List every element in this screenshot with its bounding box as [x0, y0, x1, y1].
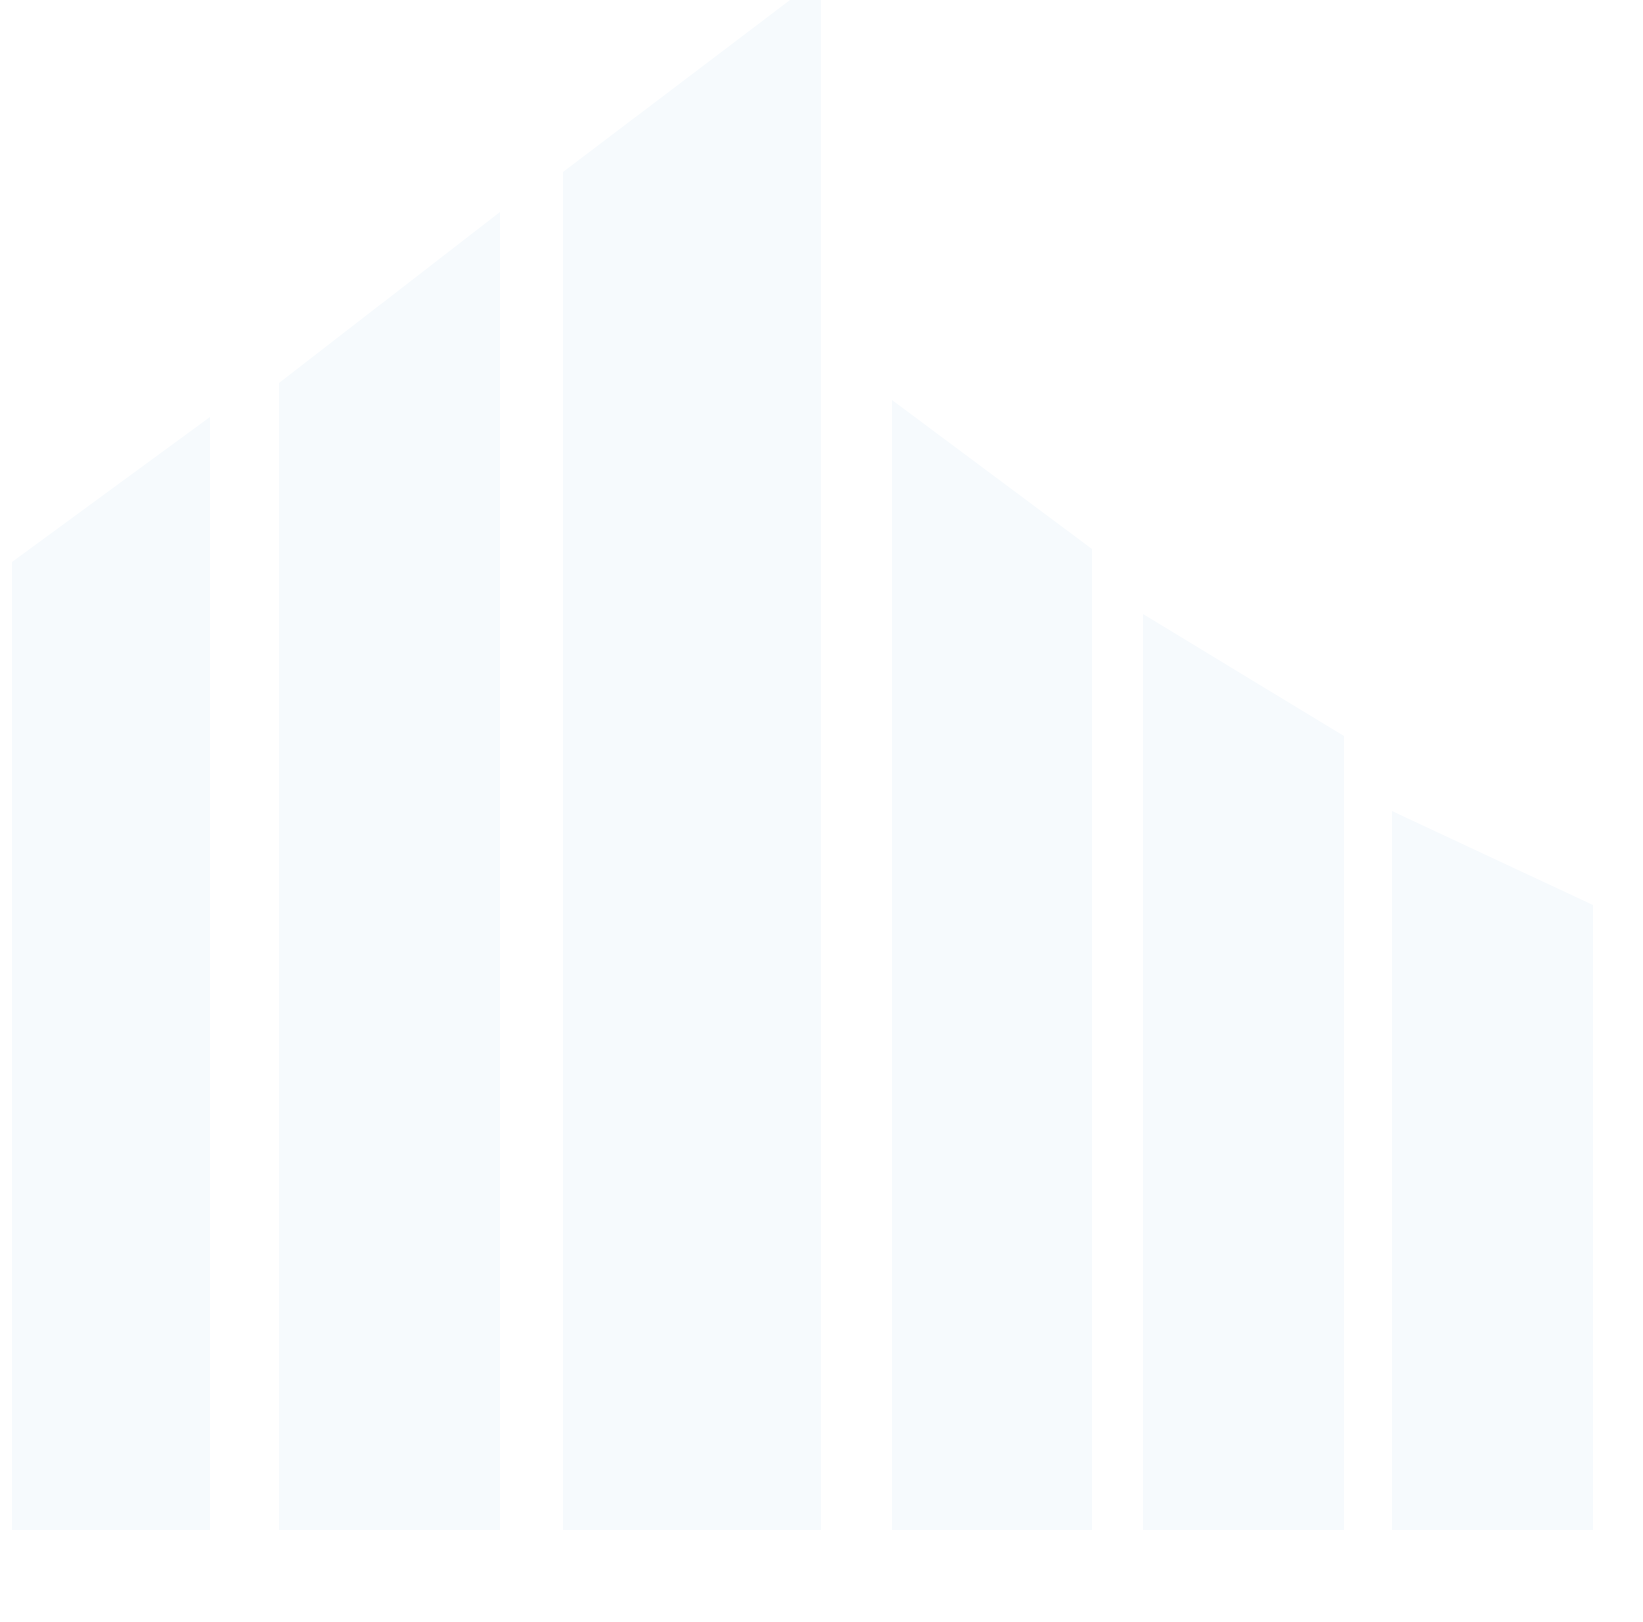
building-bar-4 — [892, 400, 1092, 1530]
building-bar-1 — [12, 417, 210, 1530]
building-bar-2 — [279, 212, 500, 1530]
building-bar-3 — [563, 0, 821, 1530]
building-bar-5 — [1143, 614, 1344, 1530]
building-bar-6 — [1392, 811, 1593, 1530]
